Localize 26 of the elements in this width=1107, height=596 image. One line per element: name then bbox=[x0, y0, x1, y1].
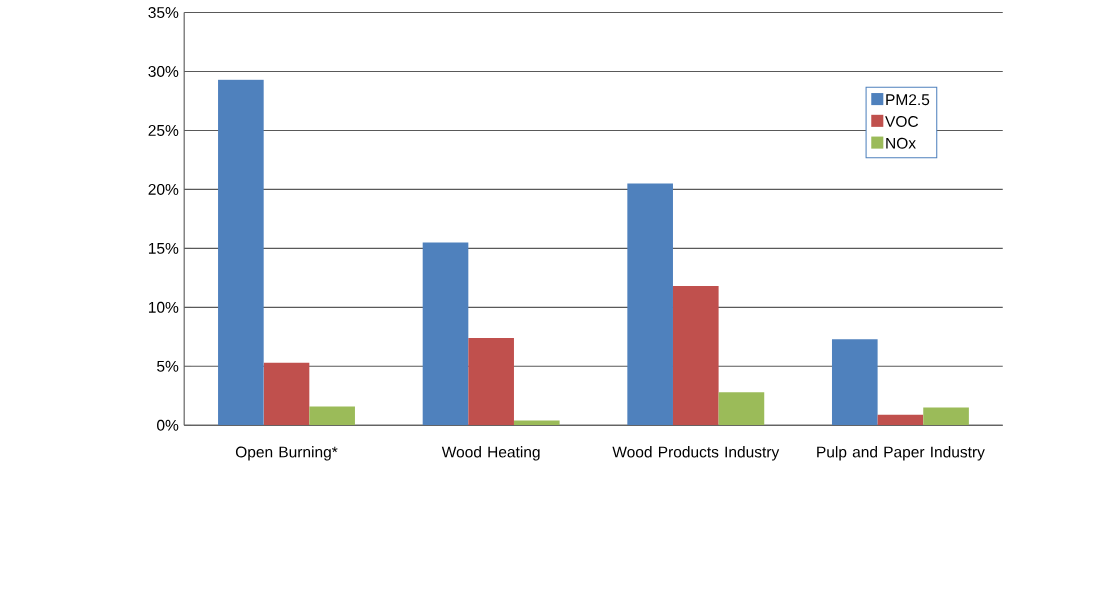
bar bbox=[218, 79, 264, 426]
y-tick-label: 5% bbox=[157, 360, 179, 372]
y-tick-label: 35% bbox=[148, 6, 179, 18]
bar bbox=[309, 406, 355, 426]
legend-label: VOC bbox=[885, 115, 919, 127]
bar bbox=[468, 337, 514, 426]
y-tick-label: 0% bbox=[157, 419, 179, 431]
legend-label: NOx bbox=[886, 137, 916, 149]
bar bbox=[263, 362, 310, 426]
bar bbox=[422, 242, 469, 426]
bar bbox=[877, 414, 924, 426]
legend-label: PM2.5 bbox=[886, 94, 930, 106]
bar bbox=[627, 183, 673, 426]
bar bbox=[923, 407, 969, 426]
y-tick-label: 25% bbox=[148, 124, 179, 136]
y-tick-label: 15% bbox=[148, 242, 179, 254]
x-tick-label: Open Burning* bbox=[235, 445, 338, 461]
bar bbox=[672, 285, 719, 426]
y-tick-label: 10% bbox=[148, 301, 179, 313]
x-tick-label: Pulp and Paper Industry bbox=[817, 445, 985, 461]
x-tick-label: Wood Products Industry bbox=[612, 445, 780, 461]
x-tick-label: Wood Heating bbox=[441, 445, 540, 461]
y-tick-label: 20% bbox=[148, 183, 179, 195]
bar bbox=[718, 392, 765, 426]
bar bbox=[831, 339, 878, 426]
y-tick-label: 30% bbox=[148, 65, 179, 77]
